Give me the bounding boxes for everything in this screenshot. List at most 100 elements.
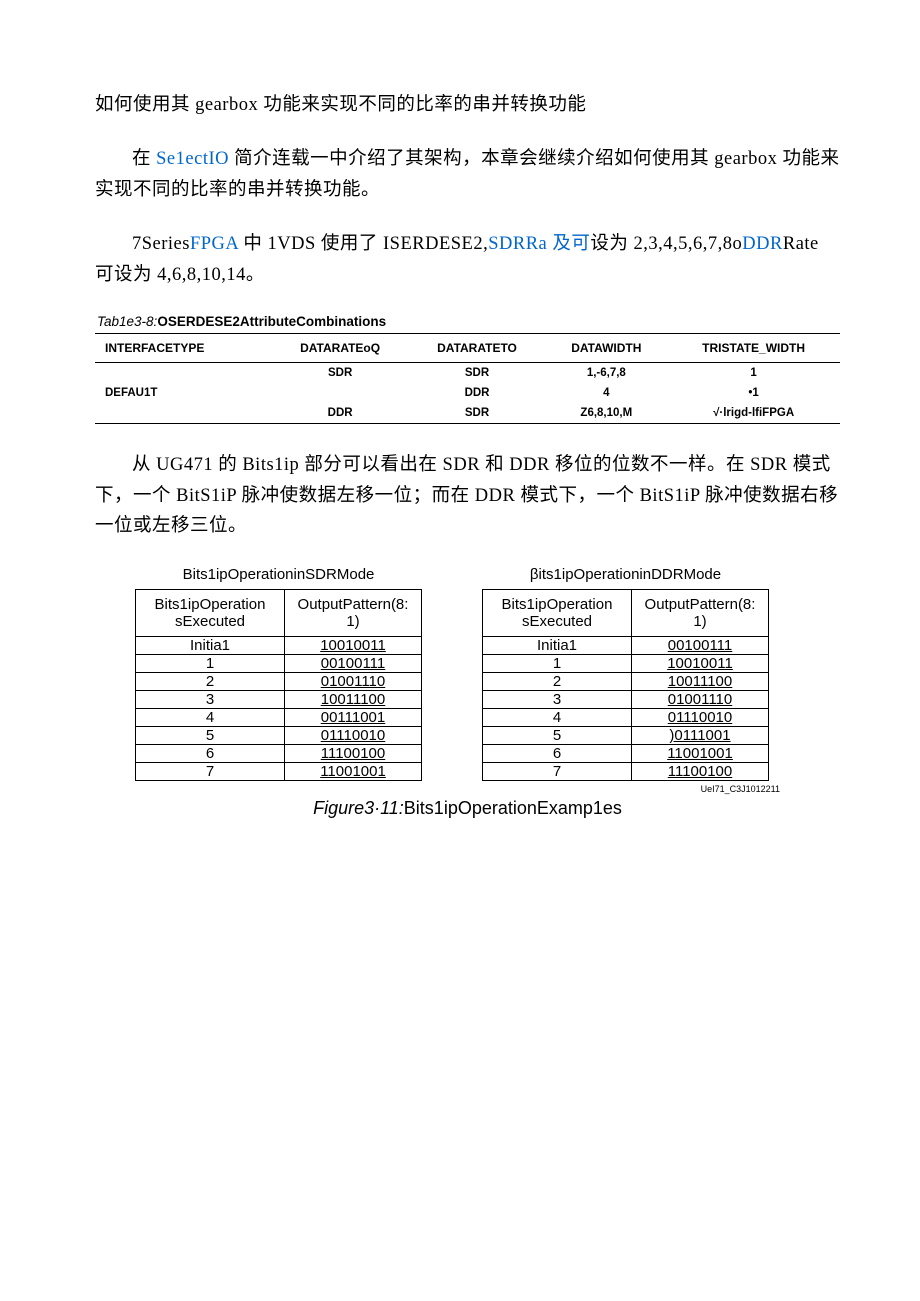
op-row: Initia100100111 [483, 637, 769, 655]
table-name: OSERDESE2AttributeCombinations [157, 314, 386, 329]
op-row: 711001001 [136, 763, 422, 781]
op-row: 310011100 [136, 691, 422, 709]
ddr-table-wrap: βits1ipOperationinDDRMode Bits1ipOperati… [482, 566, 769, 782]
op-label: 1 [483, 655, 632, 673]
op-label: 5 [136, 727, 285, 745]
th-3: DATAWIDTH [545, 334, 667, 363]
cell [95, 363, 272, 384]
cell: SDR [409, 403, 546, 424]
paragraph-3: 从 UG471 的 Bits1ip 部分可以看出在 SDR 和 DDR 移位的位… [95, 450, 840, 542]
op-value: 00100111 [285, 655, 422, 673]
op-row: 5)0111001 [483, 727, 769, 745]
attribute-table: INTERFACETYPE DATARATEoQ DATARATETO DATA… [95, 333, 840, 424]
th-0: INTERFACETYPE [95, 334, 272, 363]
table-row: DEFAU1T DDR 4 •1 [95, 383, 840, 403]
op-label: 5 [483, 727, 632, 745]
th-4: TRISTATE_WIDTH [667, 334, 840, 363]
op-value: 00111001 [285, 709, 422, 727]
op-row: 201001110 [136, 673, 422, 691]
op-label: 7 [136, 763, 285, 781]
page-title: 如何使用其 gearbox 功能来实现不同的比率的串并转换功能 [95, 90, 840, 116]
fpga-link[interactable]: FPGA [190, 234, 243, 254]
op-row: 110010011 [483, 655, 769, 673]
op-value: )0111001 [632, 727, 769, 745]
op-row: 611100100 [136, 745, 422, 763]
op-h1: Bits1ipOperationsExecuted [483, 589, 632, 637]
op-row: 501110010 [136, 727, 422, 745]
op-label: 3 [136, 691, 285, 709]
th-1: DATARATEoQ [272, 334, 409, 363]
op-label: 2 [136, 673, 285, 691]
th-2: DATARATETO [409, 334, 546, 363]
table-label: Tab1e3-8: [97, 314, 157, 329]
op-row: 210011100 [483, 673, 769, 691]
op-value: 01001110 [285, 673, 422, 691]
op-h2: OutputPattern(8:1) [285, 589, 422, 637]
p2-a: 7Series [132, 234, 190, 254]
op-header-row: Bits1ipOperationsExecuted OutputPattern(… [483, 589, 769, 637]
selectio-link[interactable]: Se1ectIO [156, 149, 229, 169]
sdr-table-wrap: Bits1ipOperationinSDRMode Bits1ipOperati… [135, 566, 422, 782]
cell: DDR [272, 403, 409, 424]
op-label: 7 [483, 763, 632, 781]
cell: 1 [667, 363, 840, 384]
op-value: 11100100 [632, 763, 769, 781]
sdr-table: Bits1ipOperationsExecuted OutputPattern(… [135, 589, 422, 782]
op-value: 10011100 [285, 691, 422, 709]
op-label: 4 [136, 709, 285, 727]
cell: √·lrigd-lfiFPGA [667, 403, 840, 424]
op-row: 401110010 [483, 709, 769, 727]
cell: •1 [667, 383, 840, 403]
op-label: 3 [483, 691, 632, 709]
ddr-table: Bits1ipOperationsExecuted OutputPattern(… [482, 589, 769, 782]
op-h2: OutputPattern(8:1) [632, 589, 769, 637]
op-label: 2 [483, 673, 632, 691]
op-label: 6 [483, 745, 632, 763]
op-value: 11100100 [285, 745, 422, 763]
table-header-row: INTERFACETYPE DATARATEoQ DATARATETO DATA… [95, 334, 840, 363]
op-value: 11001001 [285, 763, 422, 781]
cell: SDR [409, 363, 546, 384]
cell: DDR [409, 383, 546, 403]
table-row: DDR SDR Z6,8,10,M √·lrigd-lfiFPGA [95, 403, 840, 424]
paragraph-2: 7SeriesFPGA 中 1VDS 使用了 ISERDESE2,SDRRa 及… [95, 229, 840, 290]
op-value: 10010011 [285, 637, 422, 655]
op-value: 01110010 [285, 727, 422, 745]
op-label: Initia1 [136, 637, 285, 655]
cell: DEFAU1T [95, 383, 272, 403]
cell: Z6,8,10,M [545, 403, 667, 424]
ddr-link[interactable]: DDR [742, 234, 783, 254]
op-row: 400111001 [136, 709, 422, 727]
op-row: Initia110010011 [136, 637, 422, 655]
p1-pre: 在 [132, 149, 156, 169]
p2-b: 中 1VDS 使用了 ISERDESE2, [243, 234, 488, 254]
op-value: 01001110 [632, 691, 769, 709]
op-row: 100100111 [136, 655, 422, 673]
op-row: 711100100 [483, 763, 769, 781]
op-value: 10011100 [632, 673, 769, 691]
op-value: 10010011 [632, 655, 769, 673]
op-label: 6 [136, 745, 285, 763]
cell: 4 [545, 383, 667, 403]
op-label: 4 [483, 709, 632, 727]
cell [95, 403, 272, 424]
op-h1: Bits1ipOperationsExecuted [136, 589, 285, 637]
figure-tables: Bits1ipOperationinSDRMode Bits1ipOperati… [135, 566, 840, 782]
op-value: 11001001 [632, 745, 769, 763]
op-label: Initia1 [483, 637, 632, 655]
figure-text: Bits1ipOperationExamp1es [404, 798, 622, 818]
sdr-title: Bits1ipOperationinSDRMode [135, 566, 422, 583]
figure-reference: UeI71_C3J1012211 [95, 784, 780, 794]
p2-c: 设为 2,3,4,5,6,7,8o [590, 234, 742, 254]
op-value: 01110010 [632, 709, 769, 727]
paragraph-1: 在 Se1ectIO 简介连载一中介绍了其架构，本章会继续介绍如何使用其 gea… [95, 144, 840, 205]
cell: 1,-6,7,8 [545, 363, 667, 384]
op-row: 301001110 [483, 691, 769, 709]
op-label: 1 [136, 655, 285, 673]
ddr-title: βits1ipOperationinDDRMode [482, 566, 769, 583]
sdr-link[interactable]: SDRRa 及可 [488, 234, 590, 254]
figure-label: Figure3·11: [313, 798, 404, 818]
cell: SDR [272, 363, 409, 384]
cell [272, 383, 409, 403]
table-caption: Tab1e3-8:OSERDESE2AttributeCombinations [97, 314, 840, 329]
